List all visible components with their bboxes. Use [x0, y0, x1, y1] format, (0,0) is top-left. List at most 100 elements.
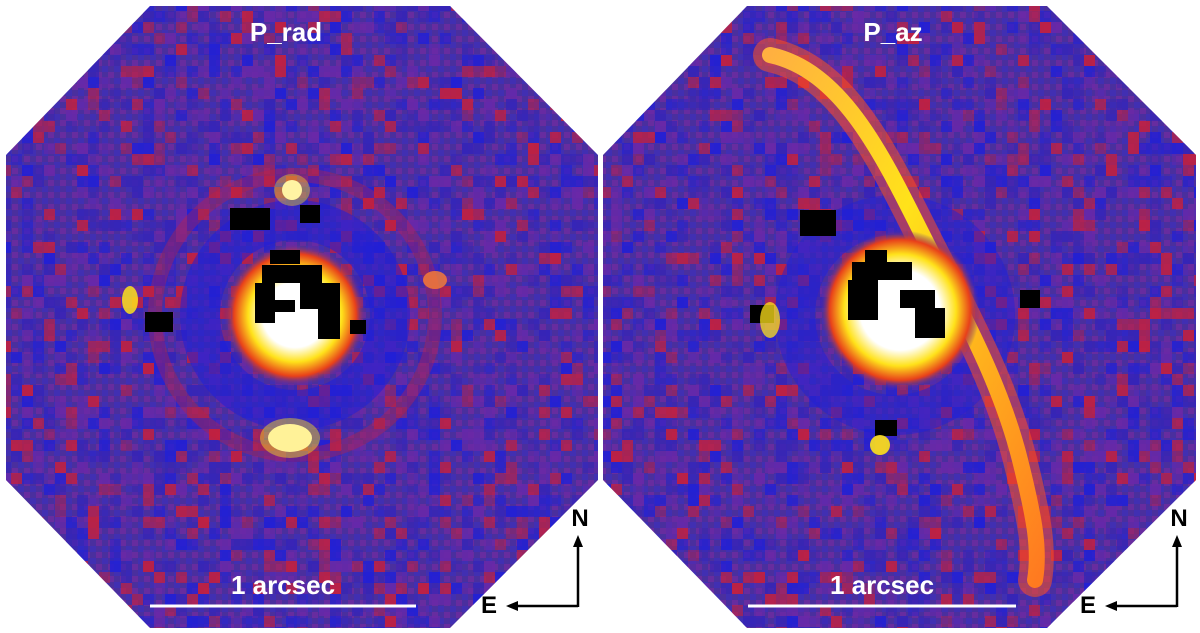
noise-pixel: [132, 22, 143, 33]
noise-pixel: [1040, 99, 1051, 110]
noise-pixel: [473, 308, 484, 319]
noise-pixel: [710, 209, 721, 220]
noise-pixel: [1062, 187, 1073, 198]
noise-pixel: [1095, 341, 1106, 352]
noise-pixel: [143, 44, 154, 55]
noise-pixel: [1194, 264, 1196, 275]
noise-pixel: [44, 429, 55, 440]
noise-pixel: [611, 407, 622, 418]
noise-pixel: [528, 374, 539, 385]
noise-pixel: [22, 330, 33, 341]
noise-pixel: [732, 198, 743, 209]
noise-pixel: [765, 341, 776, 352]
noise-pixel: [666, 319, 677, 330]
noise-pixel: [77, 440, 88, 451]
noise-pixel: [721, 11, 732, 22]
noise-pixel: [710, 561, 721, 572]
noise-pixel: [594, 440, 598, 451]
noise-pixel: [688, 253, 699, 264]
noise-pixel: [154, 484, 165, 495]
noise-pixel: [721, 429, 732, 440]
noise-pixel: [572, 176, 583, 187]
noise-pixel: [594, 605, 598, 616]
noise-pixel: [154, 407, 165, 418]
noise-pixel: [187, 143, 198, 154]
noise-pixel: [765, 594, 776, 605]
noise-pixel: [561, 33, 572, 44]
noise-pixel: [484, 264, 495, 275]
noise-pixel: [165, 561, 176, 572]
noise-pixel: [572, 363, 583, 374]
noise-pixel: [985, 506, 996, 517]
noise-pixel: [1106, 264, 1117, 275]
noise-pixel: [374, 6, 385, 11]
noise-pixel: [1161, 187, 1172, 198]
noise-pixel: [341, 473, 352, 484]
noise-pixel: [919, 594, 930, 605]
noise-pixel: [55, 308, 66, 319]
noise-pixel: [374, 616, 385, 627]
noise-pixel: [550, 44, 561, 55]
noise-pixel: [1183, 77, 1194, 88]
noise-pixel: [644, 396, 655, 407]
noise-pixel: [1117, 99, 1128, 110]
noise-pixel: [330, 594, 341, 605]
noise-pixel: [319, 44, 330, 55]
noise-pixel: [495, 352, 506, 363]
noise-pixel: [407, 495, 418, 506]
noise-pixel: [363, 154, 374, 165]
noise-pixel: [1007, 121, 1018, 132]
noise-pixel: [528, 462, 539, 473]
noise-pixel: [798, 539, 809, 550]
noise-pixel: [1161, 561, 1172, 572]
noise-pixel: [1150, 308, 1161, 319]
noise-pixel: [253, 6, 264, 11]
noise-pixel: [264, 33, 275, 44]
noise-pixel: [484, 110, 495, 121]
noise-pixel: [550, 187, 561, 198]
noise-pixel: [462, 99, 473, 110]
noise-pixel: [655, 264, 666, 275]
noise-pixel: [22, 528, 33, 539]
noise-pixel: [539, 572, 550, 583]
noise-pixel: [721, 110, 732, 121]
noise-pixel: [633, 275, 644, 286]
noise-pixel: [1073, 352, 1084, 363]
noise-pixel: [603, 429, 611, 440]
noise-pixel: [176, 407, 187, 418]
noise-pixel: [495, 418, 506, 429]
noise-pixel: [517, 539, 528, 550]
noise-pixel: [644, 198, 655, 209]
noise-pixel: [176, 539, 187, 550]
noise-pixel: [165, 220, 176, 231]
noise-pixel: [132, 209, 143, 220]
noise-pixel: [77, 308, 88, 319]
noise-pixel: [319, 484, 330, 495]
noise-pixel: [1095, 66, 1106, 77]
noise-pixel: [787, 22, 798, 33]
noise-pixel: [308, 132, 319, 143]
noise-pixel: [809, 44, 820, 55]
noise-pixel: [550, 220, 561, 231]
noise-pixel: [319, 6, 330, 11]
noise-pixel: [666, 132, 677, 143]
noise-pixel: [952, 462, 963, 473]
noise-pixel: [396, 462, 407, 473]
noise-pixel: [297, 33, 308, 44]
noise-pixel: [1051, 484, 1062, 495]
noise-pixel: [1062, 308, 1073, 319]
noise-pixel: [264, 132, 275, 143]
noise-pixel: [561, 286, 572, 297]
noise-pixel: [897, 627, 908, 628]
noise-pixel: [611, 99, 622, 110]
noise-pixel: [897, 55, 908, 66]
noise-pixel: [429, 55, 440, 66]
noise-pixel: [506, 462, 517, 473]
noise-pixel: [1051, 374, 1062, 385]
noise-pixel: [1106, 495, 1117, 506]
noise-pixel: [187, 407, 198, 418]
noise-pixel: [919, 22, 930, 33]
noise-pixel: [11, 429, 22, 440]
noise-pixel: [655, 605, 666, 616]
noise-pixel: [143, 363, 154, 374]
